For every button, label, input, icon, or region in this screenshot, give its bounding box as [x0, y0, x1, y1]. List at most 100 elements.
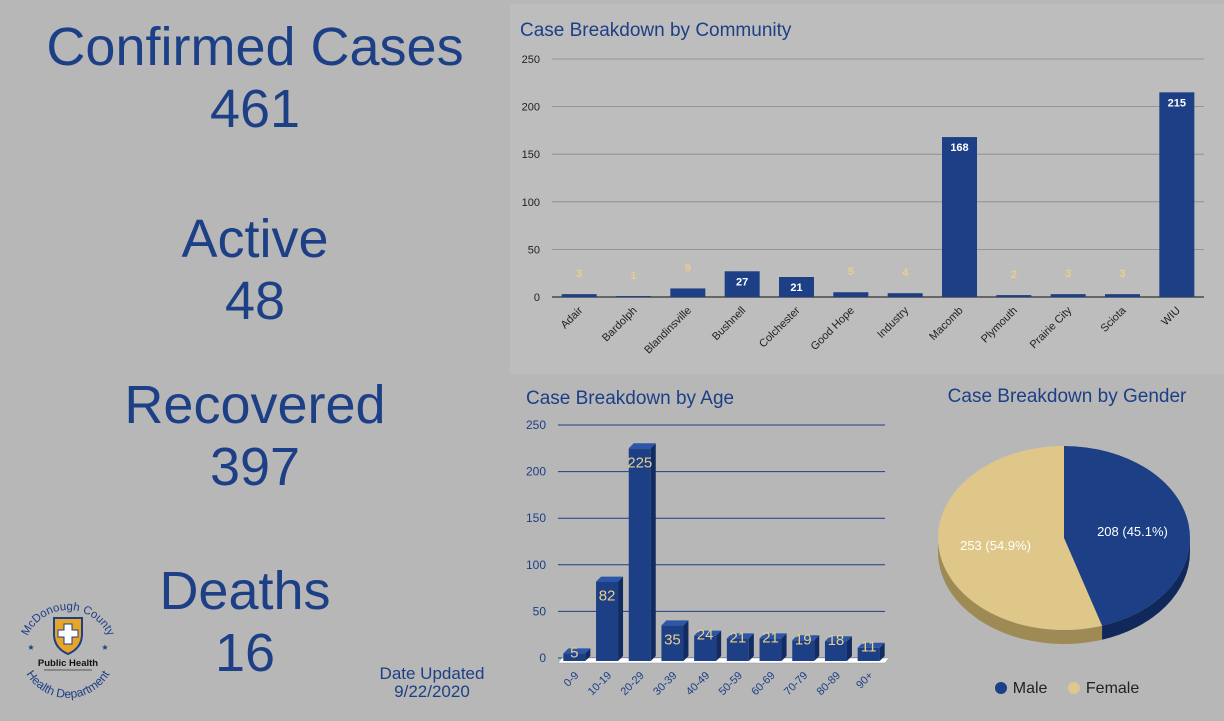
age-x-tick-label: 90+ [854, 670, 876, 692]
confirmed-cases-value: 461 [209, 79, 301, 139]
community-data-label: 215 [1168, 97, 1186, 109]
community-x-tick-label: Bardolph [600, 305, 640, 345]
community-bar [724, 271, 760, 297]
community-bar [942, 137, 977, 297]
deaths-value: 16 [214, 623, 276, 683]
age-data-label: 18 [828, 632, 845, 649]
community-data-label: 168 [950, 142, 968, 154]
legend-item-female: Female [1067, 680, 1140, 697]
community-data-label: 4 [902, 267, 909, 279]
pie-slice-side [1102, 538, 1190, 640]
community-y-tick-label: 250 [522, 54, 540, 66]
community-x-tick-label: Industry [875, 304, 912, 341]
community-bar [1105, 294, 1140, 297]
age-bar [563, 648, 591, 661]
age-y-tick-label: 200 [526, 465, 546, 479]
age-bar [628, 443, 656, 661]
age-chart-title: Case Breakdown by Age [526, 388, 734, 409]
age-y-tick-label: 100 [526, 558, 546, 572]
community-x-tick-label: Macomb [927, 305, 965, 343]
logo-star-left-icon: ★ [27, 643, 34, 652]
age-data-label: 225 [627, 454, 652, 471]
community-bar [887, 293, 923, 297]
community-data-label: 5 [848, 266, 854, 278]
legend-male-label: Male [1012, 680, 1048, 697]
gender-chart-title: Case Breakdown by Gender [947, 386, 1187, 407]
community-data-label: 9 [685, 262, 691, 274]
legend-item-male: Male [994, 680, 1048, 697]
age-x-tick-label: 0-9 [562, 670, 582, 690]
community-data-label: 2 [1011, 269, 1017, 281]
age-data-label: 24 [697, 627, 714, 644]
community-chart-panel: Case Breakdown by Community 0 50 100 150 200… [510, 4, 1224, 374]
active-cases-label: Active [181, 209, 329, 269]
age-data-label: 11 [861, 639, 877, 656]
community-x-tick-label: Plymouth [979, 305, 1020, 346]
age-bar [694, 630, 722, 661]
age-bar [596, 576, 624, 661]
community-bar [996, 295, 1032, 297]
community-bar [833, 292, 869, 297]
age-bar [661, 620, 689, 661]
community-x-tick-label: Prairie City [1028, 304, 1075, 351]
pie-data-label: 253 (54.9%) [960, 538, 1031, 553]
community-bar [779, 277, 814, 297]
legend-female-label: Female [1085, 680, 1140, 697]
community-x-tick-label: Bushnell [710, 305, 748, 343]
community-data-label: 3 [1065, 268, 1071, 280]
age-data-label: 82 [599, 588, 616, 605]
age-x-tick-label: 70-79 [782, 670, 810, 698]
pie-slice-side [938, 538, 1103, 644]
confirmed-cases-label: Confirmed Cases [46, 17, 464, 77]
active-cases-value: 48 [224, 271, 286, 331]
community-chart-title: Case Breakdown by Community [520, 20, 792, 41]
community-bar [670, 288, 706, 297]
community-bar-chart: Case Breakdown by Community 0 50 100 150 200… [520, 20, 1204, 357]
legend-male-swatch [994, 682, 1007, 694]
age-bar [792, 635, 820, 661]
community-x-tick-label: Colchester [757, 304, 803, 350]
date-updated: Date Updated 9/22/2020 [362, 665, 502, 701]
community-x-tick-label: Good Hope [809, 305, 857, 353]
age-y-tick-label: 150 [526, 511, 546, 525]
community-data-label: 3 [576, 268, 582, 280]
logo-star-right-icon: ★ [101, 643, 108, 652]
deaths-stat: Deaths 16 [0, 560, 500, 684]
community-y-tick-label: 0 [534, 292, 540, 304]
recovered-label: Recovered [124, 375, 386, 435]
community-x-tick-label: Adair [559, 304, 586, 331]
age-data-label: 21 [762, 629, 779, 646]
shield-icon [53, 617, 83, 656]
community-x-tick-label: Blandinsville [642, 305, 694, 357]
logo-arc-bottom-text: Health Department [24, 667, 113, 701]
age-x-tick-label: 10-19 [586, 670, 614, 698]
deaths-label: Deaths [159, 561, 331, 621]
age-x-tick-label: 30-39 [651, 670, 679, 698]
community-y-tick-label: 150 [522, 149, 540, 161]
age-data-label: 21 [730, 629, 747, 646]
community-data-label: 27 [736, 276, 748, 288]
age-bar [857, 642, 885, 661]
date-updated-label: Date Updated [379, 664, 485, 683]
age-x-tick-label: 80-89 [815, 670, 843, 698]
community-data-label: 1 [630, 270, 636, 282]
community-bar [616, 296, 651, 298]
age-data-label: 5 [570, 644, 578, 661]
health-department-logo: McDonough County Health Department Publi… [20, 601, 117, 701]
community-data-label: 21 [790, 282, 802, 294]
age-data-label: 35 [664, 631, 681, 648]
pie-data-label: 208 (45.1%) [1097, 524, 1168, 539]
age-x-tick-label: 50-59 [717, 670, 745, 698]
age-bar [726, 633, 754, 661]
community-bar [1050, 294, 1086, 297]
community-data-label: 3 [1119, 268, 1125, 280]
confirmed-cases-stat: Confirmed Cases 461 [0, 16, 510, 140]
age-bar [759, 633, 787, 661]
recovered-stat: Recovered 397 [0, 374, 510, 498]
age-x-tick-label: 40-49 [684, 670, 712, 698]
community-bar [561, 294, 597, 297]
age-x-tick-label: 60-69 [749, 670, 777, 698]
age-data-label: 19 [795, 631, 812, 648]
